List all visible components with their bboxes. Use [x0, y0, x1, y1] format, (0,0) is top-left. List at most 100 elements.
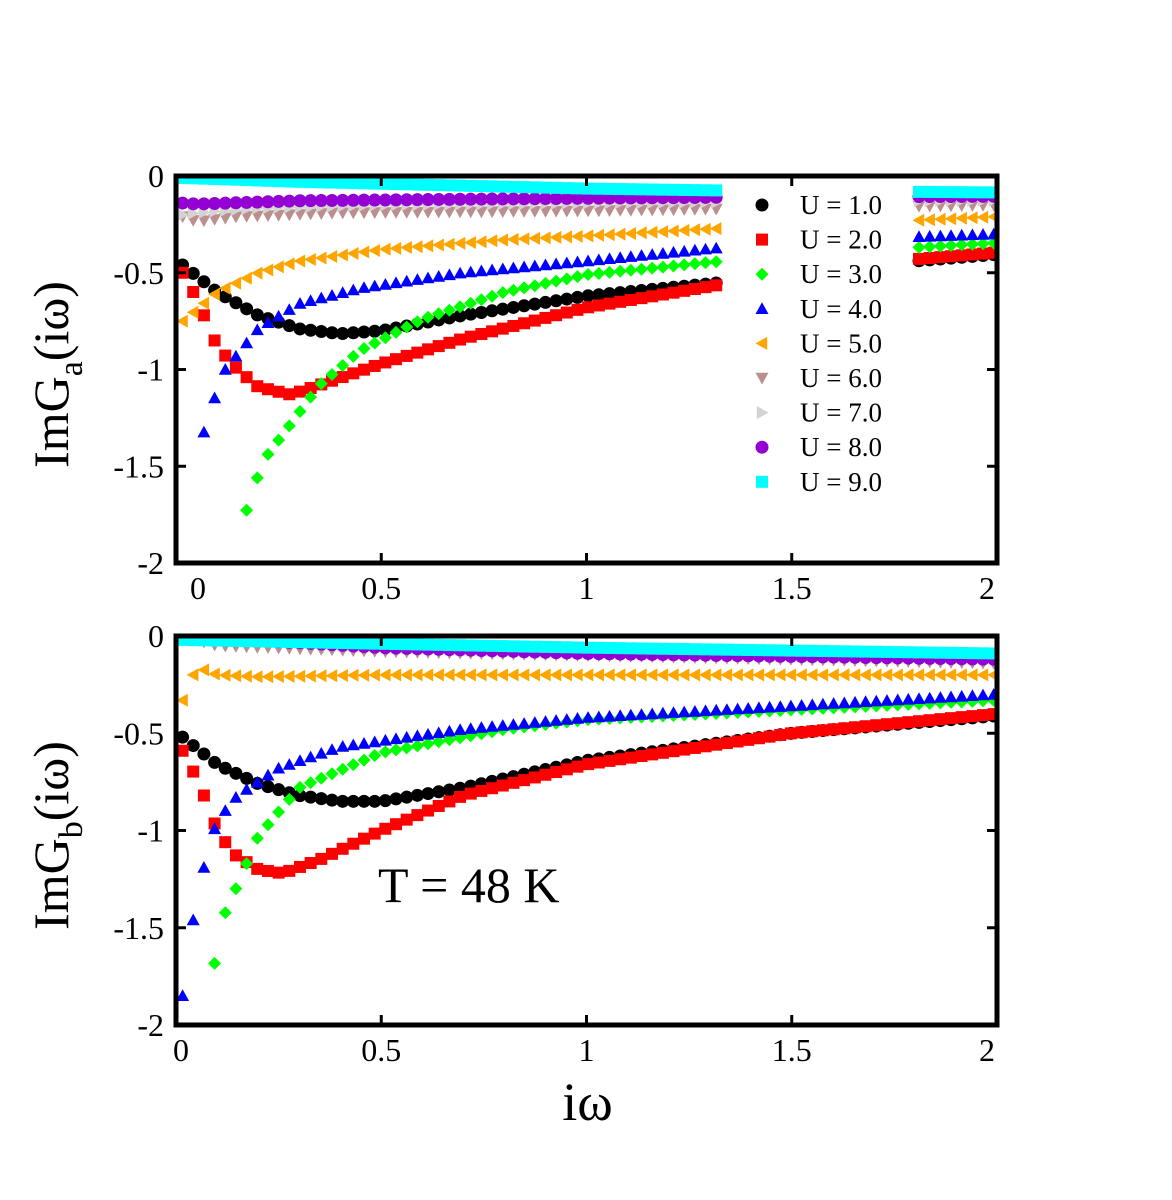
data-point — [475, 180, 488, 193]
data-point — [240, 669, 252, 683]
data-point — [304, 294, 318, 306]
data-point — [613, 251, 627, 263]
data-point — [250, 195, 264, 209]
data-point — [219, 349, 232, 362]
data-point — [571, 760, 584, 773]
data-point — [816, 697, 830, 710]
data-point — [410, 240, 423, 254]
data-point — [325, 326, 339, 340]
data-point — [442, 733, 456, 747]
data-point — [261, 316, 275, 328]
data-point — [325, 743, 339, 755]
legend-marker — [755, 198, 769, 212]
data-point — [325, 368, 339, 381]
data-point — [539, 206, 552, 218]
data-point — [795, 644, 808, 657]
data-point — [560, 713, 574, 725]
data-point — [346, 283, 360, 296]
data-point — [656, 642, 669, 655]
y-axis-label-main: ImG — [23, 376, 79, 468]
data-point — [176, 314, 188, 328]
data-point — [613, 227, 626, 241]
data-point — [464, 179, 477, 192]
data-point — [624, 668, 636, 682]
data-point — [795, 668, 807, 682]
data-point — [976, 688, 990, 701]
data-point — [325, 193, 339, 207]
y-axis-label: ImGa(iω) — [23, 281, 90, 468]
data-point — [432, 799, 445, 812]
data-point — [432, 668, 444, 682]
data-point — [613, 709, 627, 721]
data-point — [570, 290, 584, 304]
data-point — [677, 668, 690, 682]
data-point — [517, 260, 531, 273]
data-point — [453, 300, 467, 314]
data-point — [336, 193, 350, 207]
data-point — [613, 668, 626, 682]
legend-entry: U = 1.0 — [755, 190, 882, 220]
data-point — [955, 711, 968, 724]
data-point — [688, 643, 701, 656]
data-point — [688, 705, 702, 717]
series-bottom-5.0 — [176, 663, 997, 707]
data-point — [400, 274, 414, 287]
data-point — [592, 710, 606, 723]
data-point — [197, 275, 211, 289]
data-point — [987, 246, 997, 259]
data-point — [283, 636, 296, 648]
data-point — [592, 228, 604, 242]
data-point — [186, 739, 200, 753]
data-point — [293, 385, 306, 398]
legend-entry: U = 4.0 — [755, 294, 882, 324]
data-point — [378, 278, 392, 290]
data-point — [901, 692, 915, 705]
data-point — [539, 276, 552, 290]
y-tick-label: -0.5 — [113, 255, 164, 291]
data-point — [250, 308, 264, 322]
data-point — [624, 227, 636, 240]
data-point — [325, 636, 338, 649]
data-point — [966, 710, 979, 723]
data-point — [880, 718, 893, 731]
data-point — [464, 192, 478, 206]
data-point — [945, 250, 958, 263]
data-point — [368, 637, 381, 650]
data-point — [656, 183, 669, 196]
data-point — [390, 638, 403, 651]
data-point — [442, 303, 456, 317]
x-tick-label: 1 — [579, 1032, 595, 1068]
data-point — [454, 179, 467, 192]
data-point — [464, 639, 477, 652]
legend-label: U = 6.0 — [800, 363, 882, 393]
data-point — [966, 647, 979, 660]
data-point — [550, 641, 563, 654]
data-point — [187, 285, 200, 298]
series-bottom-4.0 — [176, 688, 997, 1001]
data-point — [218, 906, 232, 920]
data-point — [891, 668, 903, 682]
data-point — [378, 733, 392, 746]
data-point — [752, 668, 765, 682]
data-point — [208, 667, 220, 681]
data-point — [197, 215, 211, 228]
data-point — [314, 251, 327, 265]
data-point — [603, 252, 616, 264]
data-point — [912, 230, 926, 242]
data-point — [357, 245, 370, 259]
data-point — [432, 726, 446, 739]
data-point — [208, 287, 220, 301]
data-point — [464, 722, 478, 734]
data-point — [923, 251, 936, 264]
data-point — [250, 670, 263, 684]
data-point — [240, 336, 254, 349]
data-point — [955, 249, 968, 262]
data-point — [518, 774, 531, 787]
data-point — [582, 182, 595, 195]
data-point — [773, 700, 787, 712]
data-point — [624, 642, 637, 655]
data-point — [934, 186, 947, 199]
data-point — [304, 253, 316, 266]
data-point — [560, 641, 573, 654]
data-point — [229, 882, 243, 896]
